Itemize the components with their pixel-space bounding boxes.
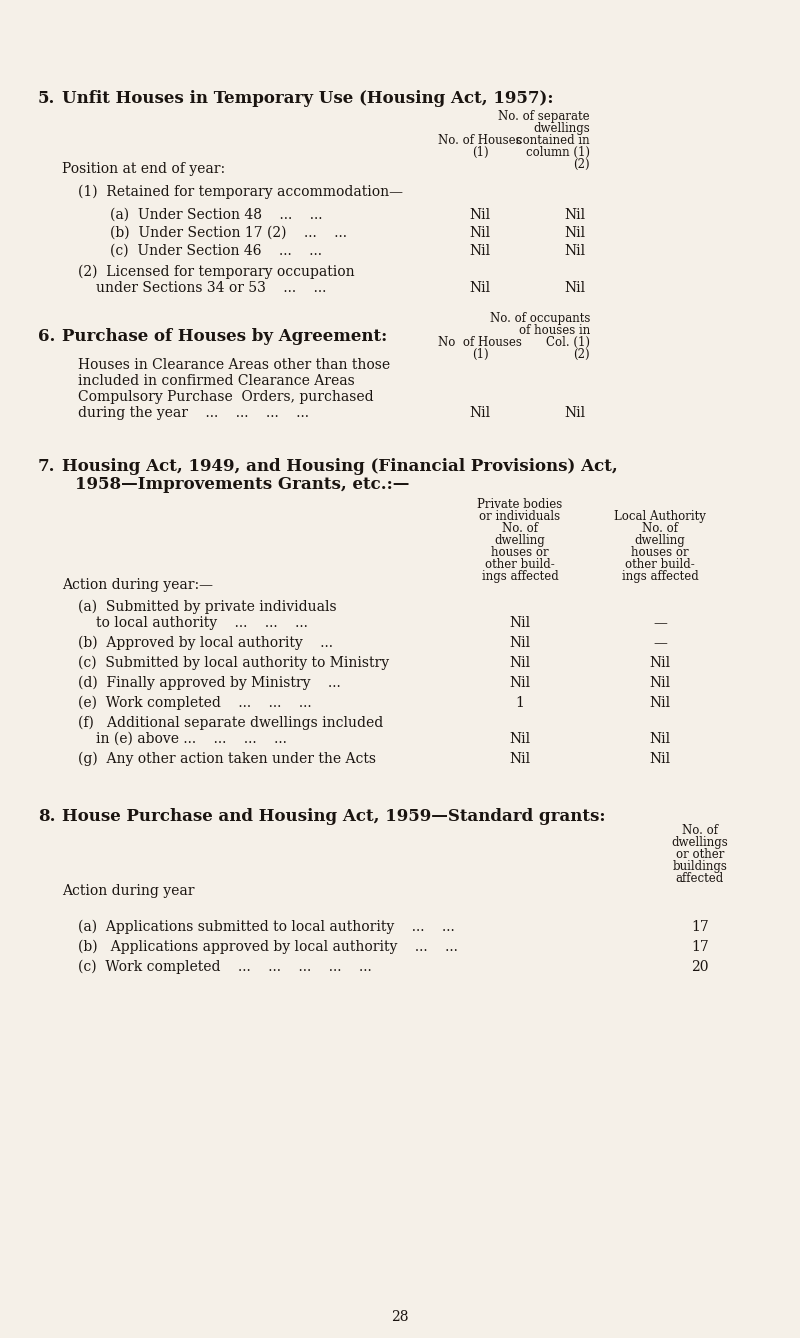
Text: No. of: No. of <box>502 522 538 535</box>
Text: Houses in Clearance Areas other than those: Houses in Clearance Areas other than tho… <box>78 359 390 372</box>
Text: 17: 17 <box>691 921 709 934</box>
Text: Nil: Nil <box>650 696 670 710</box>
Text: Action during year: Action during year <box>62 884 194 898</box>
Text: Action during year:—: Action during year:— <box>62 578 213 591</box>
Text: (1): (1) <box>472 146 488 159</box>
Text: Nil: Nil <box>510 636 530 650</box>
Text: Nil: Nil <box>565 281 586 294</box>
Text: houses or: houses or <box>631 546 689 559</box>
Text: No. of occupants: No. of occupants <box>490 312 590 325</box>
Text: dwelling: dwelling <box>494 534 546 547</box>
Text: 28: 28 <box>391 1310 409 1325</box>
Text: (2): (2) <box>574 158 590 171</box>
Text: —: — <box>653 615 667 630</box>
Text: Nil: Nil <box>470 405 490 420</box>
Text: ings affected: ings affected <box>482 570 558 583</box>
Text: houses or: houses or <box>491 546 549 559</box>
Text: Col. (1): Col. (1) <box>546 336 590 349</box>
Text: Unfit Houses in Temporary Use (Housing Act, 1957):: Unfit Houses in Temporary Use (Housing A… <box>62 90 554 107</box>
Text: 20: 20 <box>691 959 709 974</box>
Text: Nil: Nil <box>565 226 586 240</box>
Text: 8.: 8. <box>38 808 55 826</box>
Text: dwellings: dwellings <box>534 122 590 135</box>
Text: Purchase of Houses by Agreement:: Purchase of Houses by Agreement: <box>62 328 387 345</box>
Text: No. of Houses: No. of Houses <box>438 134 522 147</box>
Text: —: — <box>653 636 667 650</box>
Text: column (1): column (1) <box>526 146 590 159</box>
Text: Nil: Nil <box>650 732 670 747</box>
Text: Nil: Nil <box>650 752 670 765</box>
Text: Nil: Nil <box>510 615 530 630</box>
Text: (e)  Work completed    ...    ...    ...: (e) Work completed ... ... ... <box>78 696 312 710</box>
Text: Compulsory Purchase  Orders, purchased: Compulsory Purchase Orders, purchased <box>78 389 374 404</box>
Text: Nil: Nil <box>650 676 670 690</box>
Text: (1): (1) <box>472 348 488 361</box>
Text: ings affected: ings affected <box>622 570 698 583</box>
Text: 5.: 5. <box>38 90 55 107</box>
Text: or individuals: or individuals <box>479 510 561 523</box>
Text: (c)  Work completed    ...    ...    ...    ...    ...: (c) Work completed ... ... ... ... ... <box>78 959 372 974</box>
Text: to local authority    ...    ...    ...: to local authority ... ... ... <box>96 615 308 630</box>
Text: under Sections 34 or 53    ...    ...: under Sections 34 or 53 ... ... <box>96 281 326 294</box>
Text: Local Authority: Local Authority <box>614 510 706 523</box>
Text: Nil: Nil <box>565 405 586 420</box>
Text: Nil: Nil <box>510 676 530 690</box>
Text: Nil: Nil <box>470 226 490 240</box>
Text: Nil: Nil <box>510 752 530 765</box>
Text: or other: or other <box>676 848 724 860</box>
Text: 7.: 7. <box>38 458 55 475</box>
Text: dwelling: dwelling <box>634 534 686 547</box>
Text: Nil: Nil <box>510 732 530 747</box>
Text: Nil: Nil <box>510 656 530 670</box>
Text: Private bodies: Private bodies <box>478 498 562 511</box>
Text: 1: 1 <box>515 696 525 710</box>
Text: (2)  Licensed for temporary occupation: (2) Licensed for temporary occupation <box>78 265 354 280</box>
Text: dwellings: dwellings <box>672 836 728 850</box>
Text: 1958—Improvements Grants, etc.:—: 1958—Improvements Grants, etc.:— <box>75 476 410 492</box>
Text: (a)  Applications submitted to local authority    ...    ...: (a) Applications submitted to local auth… <box>78 921 454 934</box>
Text: No. of: No. of <box>682 824 718 838</box>
Text: House Purchase and Housing Act, 1959—Standard grants:: House Purchase and Housing Act, 1959—Sta… <box>62 808 606 826</box>
Text: Nil: Nil <box>470 281 490 294</box>
Text: (1)  Retained for temporary accommodation—: (1) Retained for temporary accommodation… <box>78 185 403 199</box>
Text: affected: affected <box>676 872 724 884</box>
Text: during the year    ...    ...    ...    ...: during the year ... ... ... ... <box>78 405 309 420</box>
Text: No  of Houses: No of Houses <box>438 336 522 349</box>
Text: (g)  Any other action taken under the Acts: (g) Any other action taken under the Act… <box>78 752 376 767</box>
Text: (b)  Under Section 17 (2)    ...    ...: (b) Under Section 17 (2) ... ... <box>110 226 347 240</box>
Text: Nil: Nil <box>565 207 586 222</box>
Text: (b)   Applications approved by local authority    ...    ...: (b) Applications approved by local autho… <box>78 941 458 954</box>
Text: 17: 17 <box>691 941 709 954</box>
Text: Nil: Nil <box>470 207 490 222</box>
Text: other build-: other build- <box>485 558 555 571</box>
Text: Nil: Nil <box>470 244 490 258</box>
Text: in (e) above ...    ...    ...    ...: in (e) above ... ... ... ... <box>96 732 287 747</box>
Text: Housing Act, 1949, and Housing (Financial Provisions) Act,: Housing Act, 1949, and Housing (Financia… <box>62 458 618 475</box>
Text: contained in: contained in <box>516 134 590 147</box>
Text: No. of separate: No. of separate <box>498 110 590 123</box>
Text: Nil: Nil <box>650 656 670 670</box>
Text: Position at end of year:: Position at end of year: <box>62 162 225 177</box>
Text: (c)  Submitted by local authority to Ministry: (c) Submitted by local authority to Mini… <box>78 656 389 670</box>
Text: Nil: Nil <box>565 244 586 258</box>
Text: (f)   Additional separate dwellings included: (f) Additional separate dwellings includ… <box>78 716 383 731</box>
Text: (a)  Under Section 48    ...    ...: (a) Under Section 48 ... ... <box>110 207 322 222</box>
Text: (d)  Finally approved by Ministry    ...: (d) Finally approved by Ministry ... <box>78 676 341 690</box>
Text: included in confirmed Clearance Areas: included in confirmed Clearance Areas <box>78 375 354 388</box>
Text: other build-: other build- <box>625 558 695 571</box>
Text: of houses in: of houses in <box>518 324 590 337</box>
Text: buildings: buildings <box>673 860 727 872</box>
Text: (a)  Submitted by private individuals: (a) Submitted by private individuals <box>78 599 337 614</box>
Text: (b)  Approved by local authority    ...: (b) Approved by local authority ... <box>78 636 333 650</box>
Text: No. of: No. of <box>642 522 678 535</box>
Text: (2): (2) <box>574 348 590 361</box>
Text: (c)  Under Section 46    ...    ...: (c) Under Section 46 ... ... <box>110 244 322 258</box>
Text: 6.: 6. <box>38 328 55 345</box>
